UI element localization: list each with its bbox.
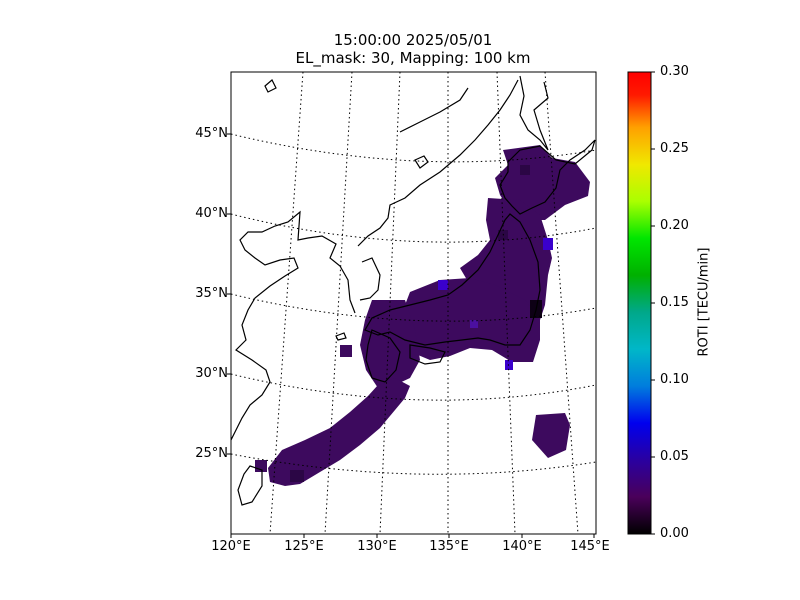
- lat-tick-label: 25°N: [195, 446, 228, 461]
- colorbar-tick-label: 0.10: [660, 372, 689, 387]
- lon-tick-marks: [230, 534, 595, 538]
- lon-tick-label: 125°E: [284, 539, 324, 554]
- colorbar-tick-label: 0.20: [660, 218, 689, 233]
- map-title-params: EL_mask: 30, Mapping: 100 km: [295, 49, 531, 67]
- lat-tick-label: 30°N: [195, 366, 228, 381]
- colorbar-tick-label: 0.05: [660, 449, 689, 464]
- lon-tick-label: 120°E: [211, 539, 251, 554]
- colorbar: [627, 71, 652, 535]
- lat-tick-marks: [227, 133, 231, 455]
- colorbar-tick-label: 0.15: [660, 295, 689, 310]
- lat-tick-label: 45°N: [195, 126, 228, 141]
- roti-region-kyushu: [360, 300, 420, 388]
- colorbar-label: ROTI [TECU/min]: [696, 247, 712, 357]
- map-title-time: 15:00:00 2025/05/01: [333, 31, 493, 49]
- roti-region-ogasawara: [532, 413, 570, 458]
- colorbar-tick-label: 0.25: [660, 141, 689, 156]
- lon-tick-label: 140°E: [502, 539, 542, 554]
- lat-tick-label: 40°N: [195, 206, 228, 221]
- roti-isolated-cell: [340, 345, 352, 357]
- lon-tick-label: 130°E: [357, 539, 397, 554]
- lon-tick-label: 135°E: [429, 539, 469, 554]
- lon-tick-label: 145°E: [570, 539, 610, 554]
- colorbar-tick-label: 0.30: [660, 64, 689, 79]
- coastline-layer: [231, 75, 596, 506]
- map-frame: [230, 71, 597, 535]
- colorbar-tick-label: 0.00: [660, 526, 689, 541]
- colorbar-tick-marks: [651, 71, 655, 535]
- graticule: [231, 72, 596, 534]
- lat-tick-label: 35°N: [195, 286, 228, 301]
- roti-region-ryukyu: [268, 378, 410, 486]
